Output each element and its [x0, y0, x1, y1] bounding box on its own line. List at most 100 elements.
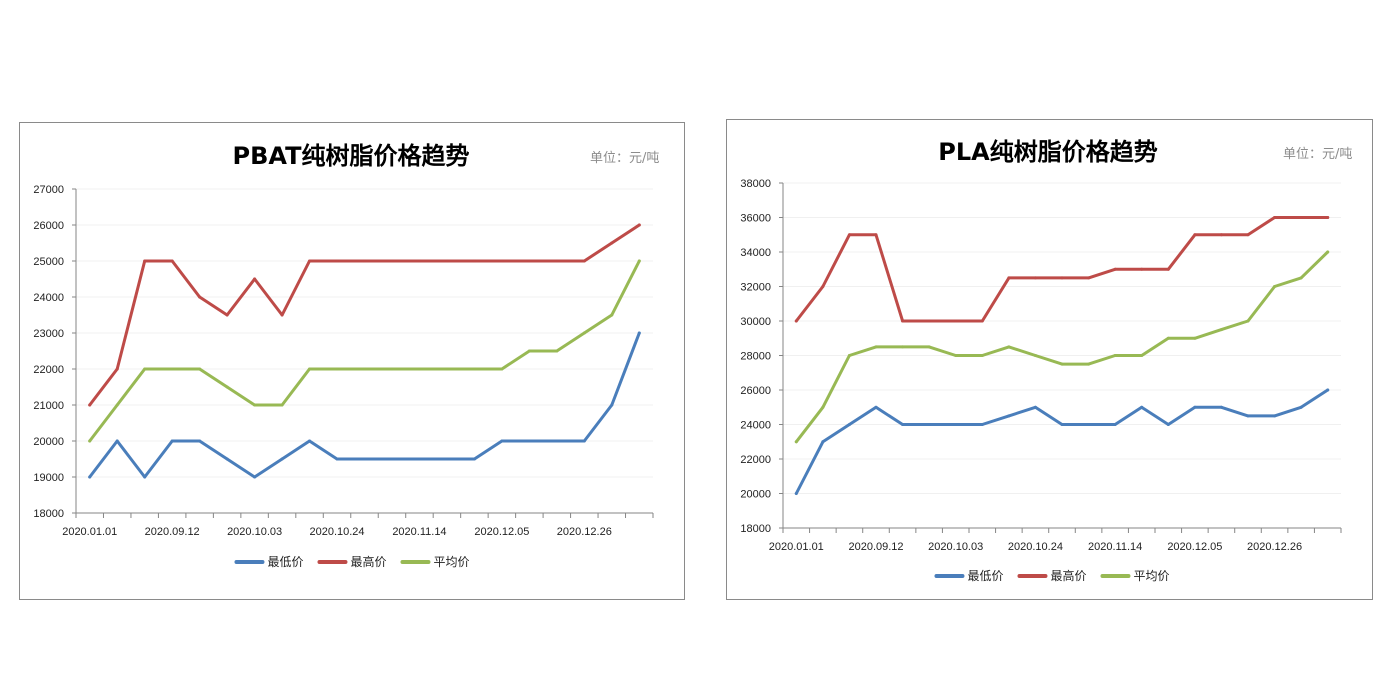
data-point	[390, 367, 394, 371]
x-tick-label: 2020.12.26	[1247, 541, 1302, 553]
data-point	[874, 405, 878, 409]
legend-label: 平均价	[1133, 569, 1170, 583]
y-tick-label: 25000	[33, 256, 64, 268]
data-point	[637, 223, 641, 227]
data-point	[555, 259, 559, 263]
data-point	[1246, 414, 1250, 418]
y-tick-label: 22000	[33, 364, 64, 376]
y-tick-label: 24000	[740, 420, 771, 432]
pbat-chart-title: PBAT纯树脂价格趋势	[232, 142, 470, 170]
data-point	[445, 259, 449, 263]
y-tick-label: 24000	[33, 292, 64, 304]
data-point	[170, 439, 174, 443]
data-point	[1140, 354, 1144, 357]
data-point	[1273, 414, 1277, 418]
x-tick-label: 2020.12.05	[1167, 541, 1222, 553]
data-point	[1166, 336, 1170, 340]
data-point	[1219, 328, 1223, 332]
legend-label: 最高价	[350, 555, 387, 569]
y-tick-label: 27000	[33, 184, 64, 196]
y-tick-label: 30000	[740, 316, 771, 328]
pbat-unit-label: 单位：元/吨	[590, 151, 660, 166]
data-point	[115, 403, 119, 407]
data-point	[363, 367, 366, 371]
data-point	[847, 423, 851, 426]
data-point	[794, 492, 798, 495]
data-point	[1219, 405, 1223, 409]
data-point	[308, 439, 312, 443]
data-point	[1193, 336, 1197, 340]
data-point	[980, 423, 984, 426]
y-tick-label: 20000	[33, 436, 64, 448]
y-tick-label: 26000	[740, 385, 771, 397]
data-point	[1326, 250, 1330, 254]
data-point	[115, 367, 119, 371]
pbat-chart-panel	[19, 122, 685, 600]
data-point	[1033, 276, 1037, 280]
data-point	[1033, 405, 1037, 409]
legend-swatch	[317, 559, 348, 564]
data-point	[253, 475, 257, 479]
data-point	[1060, 423, 1064, 426]
series-line-0	[794, 388, 1330, 495]
data-point	[1193, 233, 1197, 237]
data-point	[170, 259, 174, 263]
data-point	[1326, 216, 1330, 219]
data-point	[1246, 233, 1250, 237]
legend-label: 最高价	[1050, 569, 1087, 583]
data-point	[555, 439, 559, 443]
data-point	[335, 259, 339, 263]
legend-item: 最低价	[234, 553, 303, 570]
data-point	[1140, 267, 1144, 271]
data-point	[1007, 414, 1011, 418]
data-point	[1113, 423, 1117, 426]
data-point	[445, 457, 449, 461]
data-point	[874, 233, 878, 237]
data-point	[1060, 276, 1064, 280]
data-point	[88, 439, 92, 443]
data-point	[610, 241, 614, 245]
pla-legend: 最低价 最高价 平均价	[934, 567, 1170, 584]
x-tick-label: 2020.10.24	[309, 526, 364, 538]
data-point	[1007, 345, 1011, 349]
data-point	[980, 319, 984, 323]
y-tick-label: 21000	[33, 400, 64, 412]
data-point	[927, 345, 931, 349]
data-point	[308, 367, 312, 371]
data-point	[225, 385, 229, 389]
data-point	[198, 367, 202, 371]
y-tick-label: 36000	[740, 213, 771, 225]
legend-item: 最高价	[1017, 567, 1087, 584]
legend-item: 最高价	[317, 553, 387, 570]
data-point	[980, 354, 984, 357]
data-point	[417, 367, 421, 371]
data-point	[253, 403, 257, 407]
data-point	[1193, 405, 1197, 409]
data-point	[143, 259, 147, 263]
data-point	[954, 423, 958, 426]
legend-item: 平均价	[1100, 567, 1170, 584]
x-tick-label: 2020.12.26	[557, 526, 612, 538]
data-point	[527, 259, 531, 263]
data-point	[417, 457, 421, 461]
data-point	[88, 403, 92, 407]
legend-item: 平均价	[400, 553, 470, 570]
y-tick-label: 22000	[740, 454, 771, 466]
data-point	[170, 367, 174, 371]
data-point	[847, 354, 851, 357]
data-point	[335, 457, 339, 461]
y-tick-label: 18000	[740, 523, 771, 535]
data-point	[1246, 319, 1250, 323]
data-point	[555, 349, 559, 353]
data-point	[390, 457, 394, 461]
data-point	[472, 457, 476, 461]
x-tick-label: 2020.11.14	[392, 526, 446, 538]
data-point	[280, 313, 284, 317]
data-point	[500, 439, 504, 443]
data-point	[901, 423, 905, 426]
data-point	[225, 457, 229, 461]
data-point	[637, 259, 641, 263]
data-point	[1273, 285, 1277, 288]
data-point	[1273, 216, 1277, 219]
